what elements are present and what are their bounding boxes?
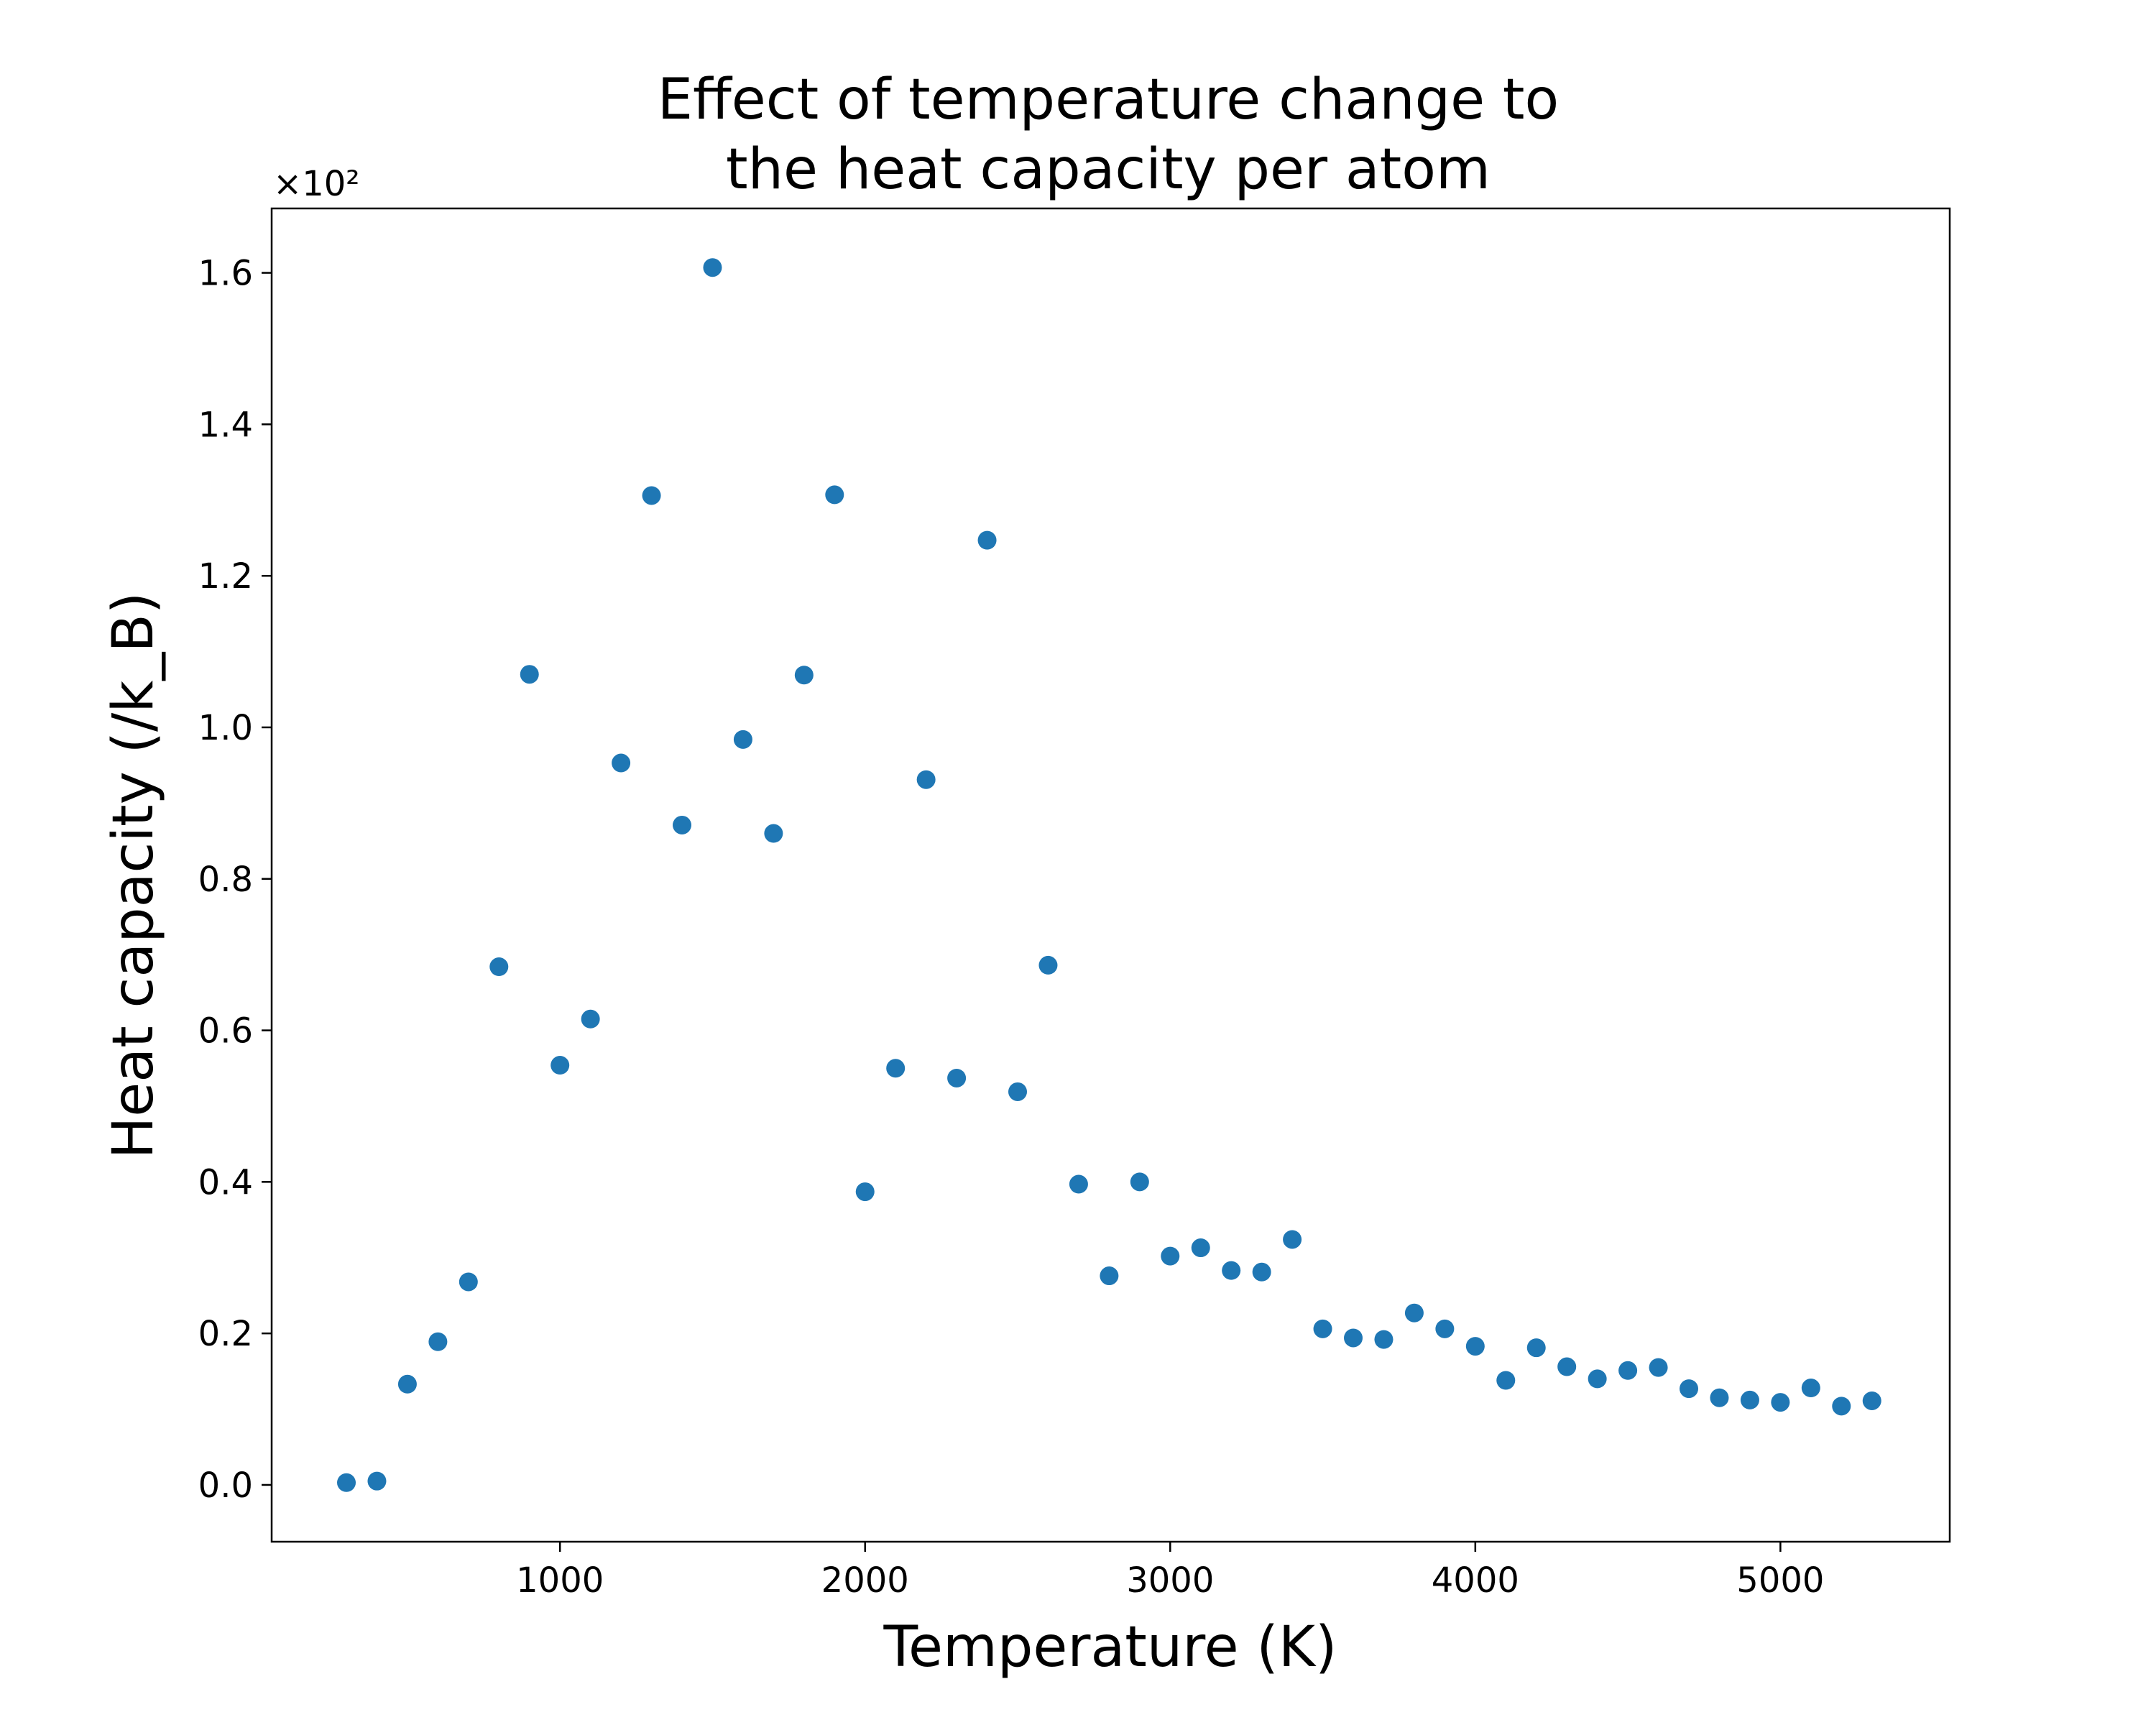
- y-tick-label: 1.2: [198, 556, 253, 597]
- y-tick-label: 0.6: [198, 1011, 253, 1052]
- data-point: [489, 957, 509, 977]
- y-tick-label: 1.6: [198, 254, 253, 294]
- y-axis-ticks: 0.0 0.2 0.4 0.6 0.8 1.0 1.2 1.4 1.6: [198, 254, 272, 1506]
- data-point: [1465, 1337, 1485, 1356]
- data-point: [1862, 1391, 1881, 1410]
- chart-title-line-1: Effect of temperature change to: [658, 68, 1559, 132]
- data-point: [1618, 1361, 1638, 1380]
- x-axis-ticks: 1000 2000 3000 4000 5000: [516, 1542, 1824, 1601]
- data-point: [642, 486, 661, 505]
- data-point: [916, 770, 936, 789]
- data-point: [1496, 1371, 1516, 1390]
- data-point: [1557, 1357, 1577, 1376]
- data-point: [1222, 1261, 1241, 1280]
- data-point: [1161, 1246, 1180, 1266]
- data-point: [1771, 1393, 1790, 1412]
- data-point: [337, 1473, 356, 1492]
- y-tick-label: 1.4: [198, 405, 253, 445]
- data-point: [886, 1059, 906, 1078]
- data-point: [1680, 1379, 1699, 1399]
- y-tick-label: 0.8: [198, 860, 253, 900]
- data-point: [1038, 955, 1058, 975]
- y-tick-label: 0.2: [198, 1314, 253, 1354]
- data-point: [1588, 1369, 1607, 1389]
- data-point: [825, 485, 844, 505]
- data-point: [397, 1374, 417, 1394]
- plot-area: 1000 2000 3000 4000 5000 0.0 0.2 0.4 0.6 0.8 1.0 1…: [198, 207, 1951, 1601]
- data-point: [1435, 1319, 1455, 1338]
- data-point: [1832, 1397, 1851, 1416]
- x-axis-label: Temperature (K): [883, 1615, 1337, 1680]
- data-point: [550, 1056, 570, 1075]
- data-point: [428, 1332, 448, 1351]
- data-point: [1526, 1338, 1546, 1358]
- data-point: [459, 1272, 478, 1292]
- data-point: [1710, 1388, 1729, 1407]
- data-point: [612, 753, 631, 773]
- data-point: [947, 1068, 967, 1087]
- data-point: [1740, 1390, 1759, 1409]
- data-point: [977, 530, 997, 550]
- y-axis-label: Heat capacity (/k_B): [101, 592, 166, 1159]
- data-point: [1404, 1303, 1424, 1322]
- chart-title-line-2: the heat capacity per atom: [726, 137, 1491, 202]
- data-point: [1283, 1230, 1302, 1249]
- data-point: [1191, 1238, 1210, 1258]
- data-point: [1649, 1358, 1668, 1377]
- data-point: [673, 815, 692, 834]
- data-point: [1008, 1082, 1028, 1101]
- x-tick-label: 2000: [821, 1560, 909, 1601]
- data-point: [1313, 1319, 1332, 1338]
- data-point: [1069, 1174, 1088, 1194]
- plot-frame: [270, 207, 1951, 1543]
- data-point: [367, 1471, 387, 1491]
- x-tick-label: 1000: [516, 1560, 604, 1601]
- data-point: [703, 258, 722, 277]
- data-point: [520, 665, 539, 684]
- data-point: [1374, 1330, 1393, 1349]
- data-point: [764, 824, 783, 843]
- y-tick-label: 0.4: [198, 1162, 253, 1202]
- data-point: [1252, 1262, 1271, 1282]
- y-tick-label: 0.0: [198, 1466, 253, 1506]
- data-point: [1130, 1172, 1149, 1192]
- y-tick-label: 1.0: [198, 708, 253, 748]
- data-point: [1344, 1328, 1363, 1348]
- data-point: [1801, 1379, 1820, 1398]
- data-point: [581, 1009, 600, 1029]
- x-tick-label: 3000: [1126, 1560, 1214, 1601]
- data-point: [855, 1182, 875, 1202]
- data-point: [794, 666, 814, 685]
- x-tick-label: 4000: [1432, 1560, 1519, 1601]
- data-point: [1100, 1266, 1119, 1286]
- data-points: [337, 258, 1881, 1492]
- data-point: [733, 730, 752, 749]
- y-offset-label: ×10²: [273, 164, 360, 204]
- x-tick-label: 5000: [1736, 1560, 1824, 1601]
